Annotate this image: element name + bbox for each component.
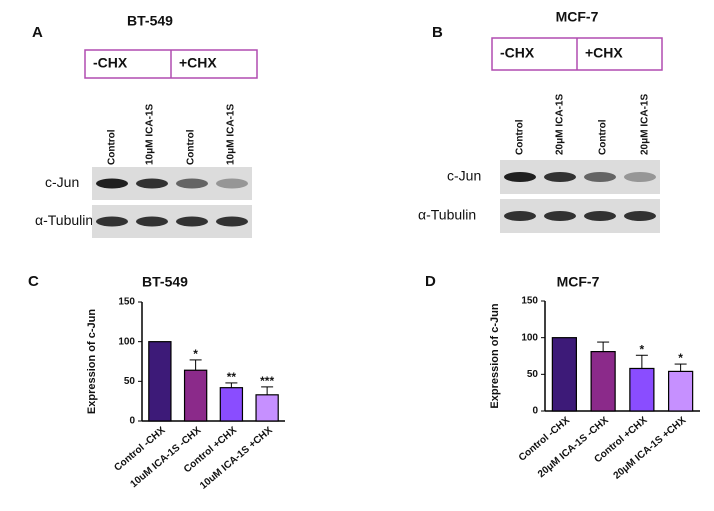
y-tick-label: 100 [118,336,135,347]
bar [255,394,279,422]
blot-band [136,178,168,189]
treatment-label: +CHX [179,55,217,71]
chart-title: MCF-7 [557,274,600,290]
lane-label: Control [107,129,118,165]
blot-band [176,178,208,189]
treatment-label: -CHX [500,45,535,61]
blot-title: MCF-7 [556,9,599,25]
blot-band [504,172,536,182]
lane-label: 10μM ICA-1S [226,104,237,165]
blot-band [176,216,208,227]
row-label: α-Tubulin [35,212,93,228]
x-tick-label: 20μM ICA-1S -CHX [536,415,611,480]
bar [219,387,244,422]
lane-label: Control [598,119,609,155]
chart-title: BT-549 [142,274,188,290]
bar [668,370,694,412]
treatment-label: +CHX [585,45,623,61]
blot-band [624,172,656,182]
bar [551,337,577,412]
blot-band [216,216,248,227]
treatment-label: -CHX [93,55,128,71]
lane-label: Control [186,129,197,165]
panel-letter: B [432,24,443,41]
lane-label: 20μM ICA-1S [640,94,651,155]
lane-label: 10μM ICA-1S [145,104,156,165]
panel-letter: D [425,273,436,290]
row-label: c-Jun [45,174,79,190]
panel-letter: C [28,273,39,290]
blot-band [96,216,128,227]
blot-band [136,216,168,227]
significance: ** [227,370,237,384]
row-label: α-Tubulin [418,207,476,223]
y-tick-label: 50 [124,376,136,387]
blot-band [504,211,536,221]
lane-label: Control [515,119,526,155]
y-tick-label: 0 [532,406,538,417]
y-tick-label: 0 [129,416,135,427]
bar [148,341,172,422]
blot-title: BT-549 [127,13,173,29]
y-tick-label: 150 [521,296,538,307]
blot-band [584,211,616,221]
y-axis-label: Expression of c-Jun [86,309,98,414]
y-tick-label: 50 [527,369,539,380]
x-tick-label: 20μM ICA-1S +CHX [612,415,689,482]
significance: * [193,347,198,361]
blot-band [544,211,576,221]
blot-band [584,172,616,182]
blot-band [544,172,576,182]
blot-band [624,211,656,221]
blot-band [216,178,248,189]
significance: * [640,342,645,356]
lane-label: 20μM ICA-1S [555,94,566,155]
bar [183,369,208,422]
row-label: c-Jun [447,168,481,184]
significance: * [678,351,683,365]
bar [590,351,616,412]
significance: *** [260,374,274,388]
y-tick-label: 100 [521,332,538,343]
panel-letter: A [32,24,43,41]
bar [629,367,655,412]
y-axis-label: Expression of c-Jun [489,303,501,408]
y-tick-label: 150 [118,297,135,308]
blot-band [96,178,128,189]
